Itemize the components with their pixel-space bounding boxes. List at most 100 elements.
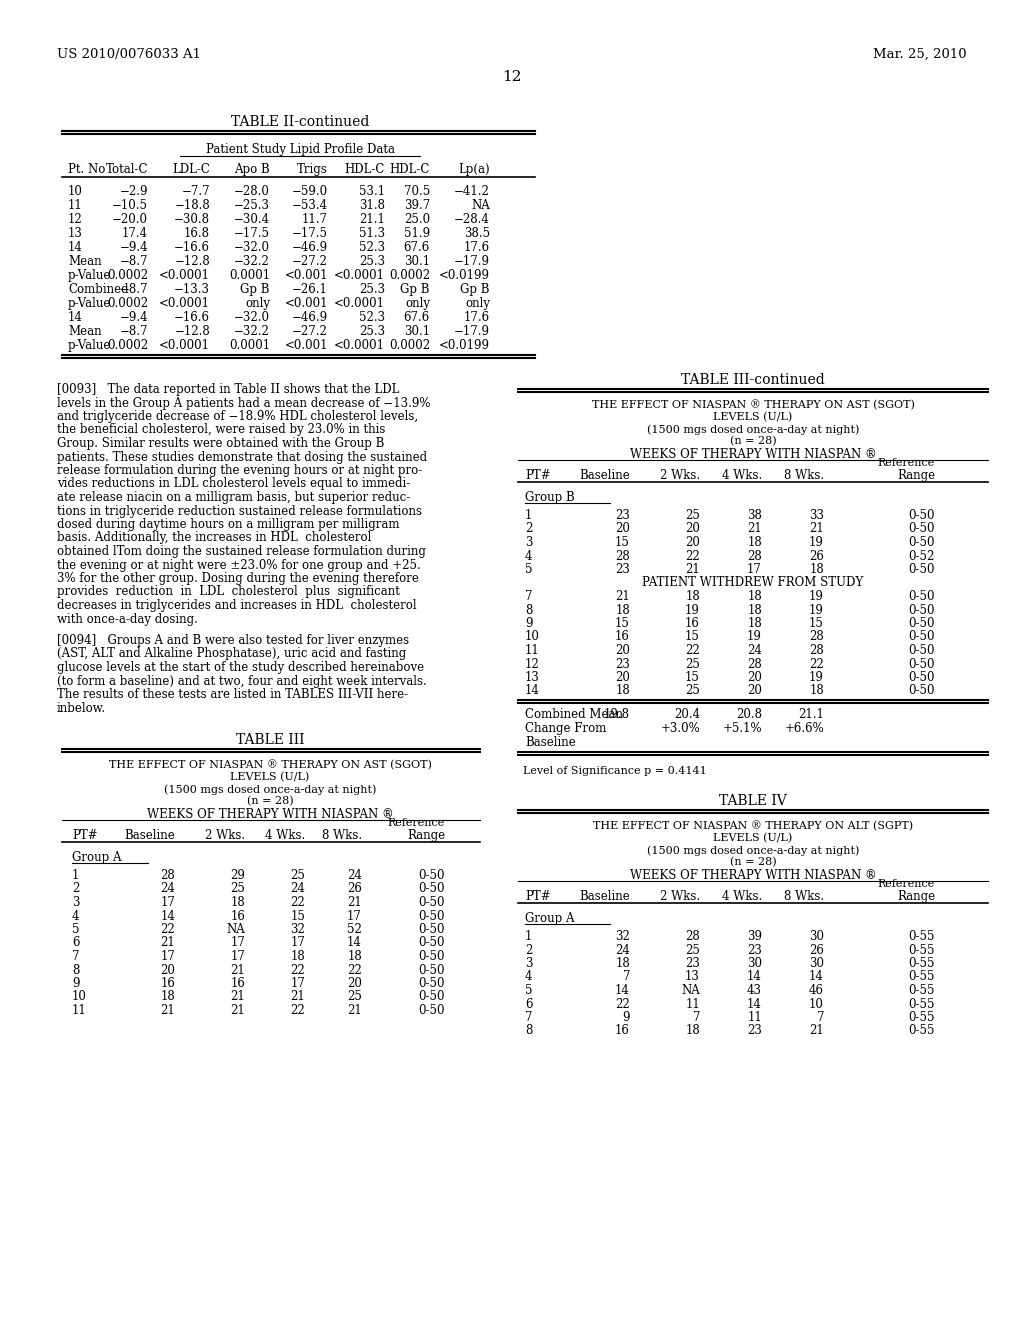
Text: 0-50: 0-50 xyxy=(419,990,445,1003)
Text: 52.3: 52.3 xyxy=(358,312,385,323)
Text: 20: 20 xyxy=(748,671,762,684)
Text: 22: 22 xyxy=(685,644,700,657)
Text: 46: 46 xyxy=(809,983,824,997)
Text: 0-50: 0-50 xyxy=(419,1005,445,1016)
Text: 32: 32 xyxy=(615,931,630,942)
Text: 4 Wks.: 4 Wks. xyxy=(265,829,305,842)
Text: 0-50: 0-50 xyxy=(419,936,445,949)
Text: −32.0: −32.0 xyxy=(234,312,270,323)
Text: 0-55: 0-55 xyxy=(908,970,935,983)
Text: TABLE IV: TABLE IV xyxy=(719,795,786,808)
Text: 18: 18 xyxy=(809,685,824,697)
Text: 23: 23 xyxy=(748,1024,762,1038)
Text: (to form a baseline) and at two, four and eight week intervals.: (to form a baseline) and at two, four an… xyxy=(57,675,427,688)
Text: 51.9: 51.9 xyxy=(403,227,430,240)
Text: 53.1: 53.1 xyxy=(358,185,385,198)
Text: levels in the Group A patients had a mean decrease of −13.9%: levels in the Group A patients had a mea… xyxy=(57,396,430,409)
Text: 15: 15 xyxy=(615,616,630,630)
Text: (n = 28): (n = 28) xyxy=(730,436,776,446)
Text: 21: 21 xyxy=(347,1005,362,1016)
Text: p-Value: p-Value xyxy=(68,269,112,282)
Text: 0.0002: 0.0002 xyxy=(106,269,148,282)
Text: 0-55: 0-55 xyxy=(908,931,935,942)
Text: Mar. 25, 2010: Mar. 25, 2010 xyxy=(873,48,967,61)
Text: only: only xyxy=(245,297,270,310)
Text: −9.4: −9.4 xyxy=(120,242,148,253)
Text: 21.1: 21.1 xyxy=(798,708,824,721)
Text: 15: 15 xyxy=(290,909,305,923)
Text: 0-50: 0-50 xyxy=(908,631,935,644)
Text: The results of these tests are listed in TABLES III-VII here-: The results of these tests are listed in… xyxy=(57,688,409,701)
Text: 17.4: 17.4 xyxy=(122,227,148,240)
Text: Apo B: Apo B xyxy=(234,162,270,176)
Text: 30: 30 xyxy=(746,957,762,970)
Text: 52: 52 xyxy=(347,923,362,936)
Text: 14: 14 xyxy=(748,970,762,983)
Text: 12: 12 xyxy=(68,213,83,226)
Text: Baseline: Baseline xyxy=(580,469,630,482)
Text: 18: 18 xyxy=(290,950,305,964)
Text: 17: 17 xyxy=(160,896,175,909)
Text: ate release niacin on a milligram basis, but superior reduc-: ate release niacin on a milligram basis,… xyxy=(57,491,411,504)
Text: WEEKS OF THERAPY WITH NIASPAN ®: WEEKS OF THERAPY WITH NIASPAN ® xyxy=(630,447,877,461)
Text: patients. These studies demonstrate that dosing the sustained: patients. These studies demonstrate that… xyxy=(57,450,427,463)
Text: 21: 21 xyxy=(615,590,630,603)
Text: HDL-C: HDL-C xyxy=(389,162,430,176)
Text: 17: 17 xyxy=(290,936,305,949)
Text: −17.9: −17.9 xyxy=(454,255,490,268)
Text: 0-55: 0-55 xyxy=(908,1011,935,1024)
Text: 3% for the other group. Dosing during the evening therefore: 3% for the other group. Dosing during th… xyxy=(57,572,419,585)
Text: <0.001: <0.001 xyxy=(285,297,328,310)
Text: <0.0001: <0.0001 xyxy=(334,269,385,282)
Text: 20: 20 xyxy=(347,977,362,990)
Text: [0093]   The data reported in Table II shows that the LDL: [0093] The data reported in Table II sho… xyxy=(57,383,399,396)
Text: −16.6: −16.6 xyxy=(174,312,210,323)
Text: 14: 14 xyxy=(748,998,762,1011)
Text: glucose levels at the start of the study described hereinabove: glucose levels at the start of the study… xyxy=(57,661,424,675)
Text: 18: 18 xyxy=(685,1024,700,1038)
Text: Gp B: Gp B xyxy=(400,282,430,296)
Text: −10.5: −10.5 xyxy=(112,199,148,213)
Text: 8 Wks.: 8 Wks. xyxy=(322,829,362,842)
Text: −13.3: −13.3 xyxy=(174,282,210,296)
Text: THE EFFECT OF NIASPAN ® THERAPY ON AST (SGOT): THE EFFECT OF NIASPAN ® THERAPY ON AST (… xyxy=(592,400,914,411)
Text: 28: 28 xyxy=(748,549,762,562)
Text: 3: 3 xyxy=(525,536,532,549)
Text: 24: 24 xyxy=(290,883,305,895)
Text: decreases in triglycerides and increases in HDL  cholesterol: decreases in triglycerides and increases… xyxy=(57,599,417,612)
Text: provides  reduction  in  LDL  cholesterol  plus  significant: provides reduction in LDL cholesterol pl… xyxy=(57,586,400,598)
Text: −8.7: −8.7 xyxy=(120,255,148,268)
Text: Combined: Combined xyxy=(68,282,129,296)
Text: Reference: Reference xyxy=(878,879,935,888)
Text: 22: 22 xyxy=(685,549,700,562)
Text: −28.4: −28.4 xyxy=(454,213,490,226)
Text: 30: 30 xyxy=(809,957,824,970)
Text: 14: 14 xyxy=(68,312,83,323)
Text: 4 Wks.: 4 Wks. xyxy=(722,890,762,903)
Text: Range: Range xyxy=(407,829,445,842)
Text: THE EFFECT OF NIASPAN ® THERAPY ON ALT (SGPT): THE EFFECT OF NIASPAN ® THERAPY ON ALT (… xyxy=(593,821,913,832)
Text: 19: 19 xyxy=(809,671,824,684)
Text: Change From: Change From xyxy=(525,722,606,735)
Text: 1: 1 xyxy=(72,869,80,882)
Text: 21: 21 xyxy=(347,896,362,909)
Text: 18: 18 xyxy=(160,990,175,1003)
Text: 21: 21 xyxy=(230,1005,245,1016)
Text: 30.1: 30.1 xyxy=(403,255,430,268)
Text: the evening or at night were ±23.0% for one group and +25.: the evening or at night were ±23.0% for … xyxy=(57,558,421,572)
Text: 21: 21 xyxy=(230,964,245,977)
Text: 10: 10 xyxy=(809,998,824,1011)
Text: 0-50: 0-50 xyxy=(908,657,935,671)
Text: 0.0002: 0.0002 xyxy=(389,269,430,282)
Text: 4: 4 xyxy=(72,909,80,923)
Text: 20: 20 xyxy=(615,644,630,657)
Text: <0.0001: <0.0001 xyxy=(159,339,210,352)
Text: 22: 22 xyxy=(809,657,824,671)
Text: 4: 4 xyxy=(525,549,532,562)
Text: 14: 14 xyxy=(68,242,83,253)
Text: −26.1: −26.1 xyxy=(292,282,328,296)
Text: [0094]   Groups A and B were also tested for liver enzymes: [0094] Groups A and B were also tested f… xyxy=(57,634,410,647)
Text: and triglyceride decrease of −18.9% HDL cholesterol levels,: and triglyceride decrease of −18.9% HDL … xyxy=(57,411,418,422)
Text: 0-50: 0-50 xyxy=(908,644,935,657)
Text: 3: 3 xyxy=(72,896,80,909)
